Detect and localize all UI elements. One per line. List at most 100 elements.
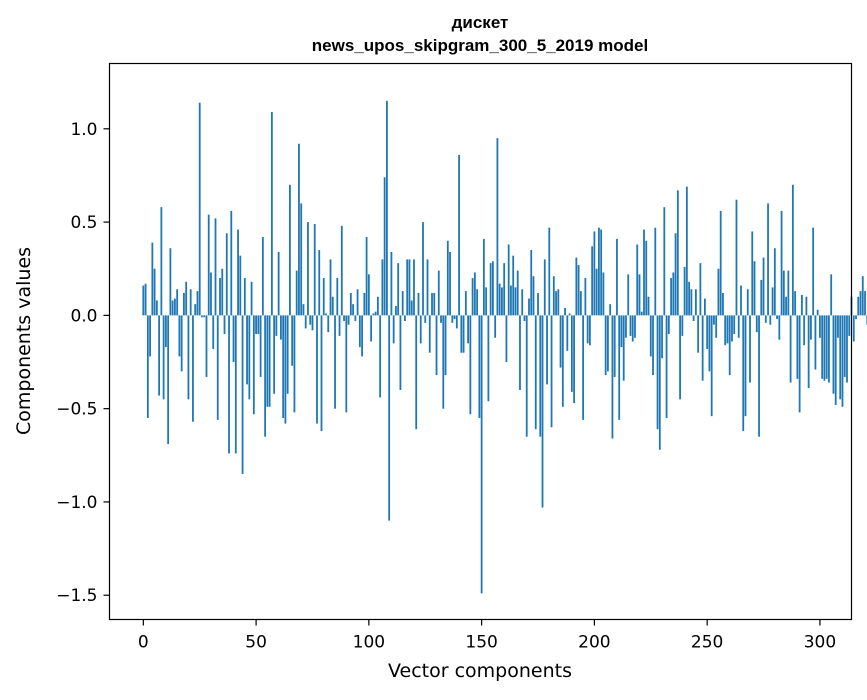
x-tick-label: 200: [578, 633, 610, 653]
bar: [282, 315, 285, 418]
bar: [399, 315, 402, 391]
bar: [841, 315, 844, 407]
bar: [176, 289, 179, 316]
bar: [785, 296, 787, 316]
bar: [825, 315, 828, 379]
y-tick-label: 0.5: [70, 213, 97, 233]
bar: [706, 315, 709, 349]
bar: [864, 291, 866, 316]
bar: [169, 248, 172, 316]
bar: [239, 255, 242, 316]
bar: [261, 237, 264, 316]
bar: [467, 315, 469, 344]
bar: [609, 304, 612, 316]
x-tick-label: 50: [245, 633, 267, 653]
bar: [525, 315, 528, 437]
bar: [861, 276, 864, 316]
bar: [320, 315, 323, 432]
bar: [473, 272, 476, 316]
bar: [289, 184, 291, 316]
bar: [780, 210, 783, 316]
bar: [492, 261, 494, 316]
bar: [460, 315, 463, 353]
bar: [828, 315, 830, 383]
bar: [453, 315, 456, 320]
bar: [501, 287, 503, 316]
bar: [855, 315, 857, 320]
bar: [530, 250, 533, 316]
bar: [694, 289, 697, 316]
bar: [410, 300, 413, 316]
bar: [266, 315, 269, 407]
bar: [859, 291, 862, 316]
bar: [848, 315, 851, 336]
bar: [552, 276, 555, 316]
bar: [607, 315, 609, 372]
bar: [618, 315, 621, 420]
bar: [374, 311, 377, 316]
bar: [280, 315, 282, 340]
bar: [146, 315, 149, 418]
bar: [505, 315, 508, 363]
bar: [316, 315, 318, 424]
bar: [546, 315, 548, 385]
bar: [764, 315, 767, 323]
bar: [428, 315, 431, 353]
bar: [442, 315, 445, 409]
bar: [383, 177, 386, 316]
bar: [331, 296, 334, 316]
bar: [710, 315, 713, 417]
bar: [582, 315, 585, 420]
bar: [189, 289, 192, 316]
bar: [187, 315, 190, 400]
bar: [507, 244, 510, 316]
bar: [555, 291, 557, 316]
bar: [155, 300, 158, 316]
bar: [417, 292, 420, 316]
y-tick-label: 0.0: [70, 306, 97, 326]
bar: [638, 274, 641, 316]
bar: [665, 315, 668, 418]
bar: [654, 227, 657, 316]
bar: [737, 315, 740, 338]
bar: [584, 278, 587, 316]
bar: [798, 315, 801, 413]
bar: [602, 272, 605, 316]
bar: [252, 315, 255, 415]
bar: [298, 143, 300, 316]
bar: [834, 315, 837, 405]
bar: [449, 251, 451, 316]
bar: [568, 313, 571, 316]
bar: [446, 240, 449, 316]
bar: [228, 315, 230, 454]
bar: [205, 315, 208, 377]
bar: [478, 315, 481, 418]
bar: [444, 315, 447, 376]
bar: [437, 270, 440, 316]
bar: [767, 203, 769, 316]
bar: [392, 315, 395, 344]
bar: [219, 278, 221, 316]
bar: [395, 306, 397, 316]
bar: [354, 315, 357, 321]
bar: [697, 315, 700, 353]
y-tick-label: −0.5: [56, 400, 97, 420]
bar: [681, 315, 684, 336]
bar: [322, 278, 325, 316]
bar: [482, 238, 485, 316]
bar: [248, 315, 251, 400]
bar: [167, 315, 170, 445]
bar: [812, 227, 815, 316]
bar: [658, 315, 661, 450]
bar: [749, 315, 751, 383]
bar: [232, 315, 235, 363]
bar: [201, 315, 203, 318]
bar: [823, 315, 826, 381]
bar: [268, 315, 271, 407]
bar: [223, 315, 226, 335]
bar: [259, 315, 262, 377]
bar: [397, 263, 400, 316]
bar: [789, 315, 792, 383]
